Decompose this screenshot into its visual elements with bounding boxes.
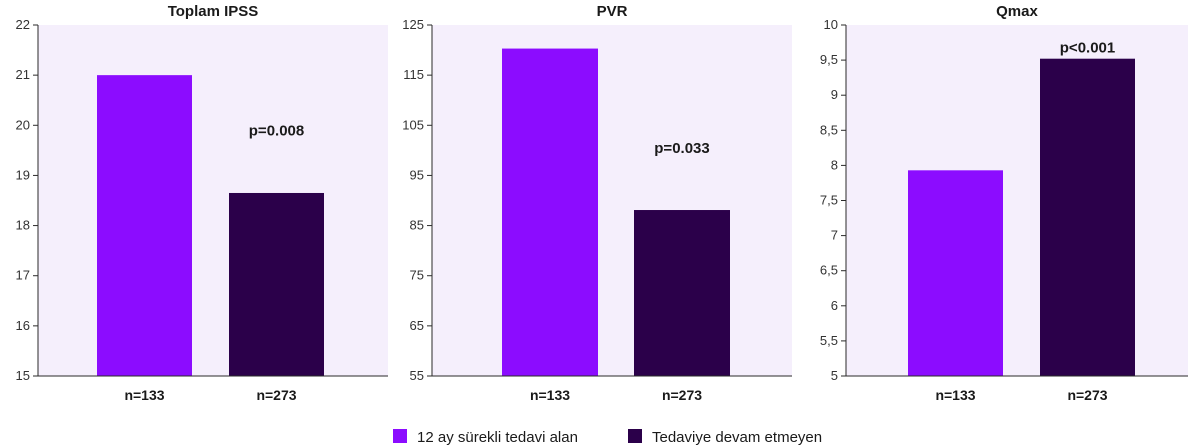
panel-3: 5 5,5 6 6,5 7 7,5 8 8,5 9 9,5 10 n=133 n=273 Qmax p<0.… (820, 3, 1188, 403)
plot-area (432, 25, 792, 376)
plot-area (846, 25, 1188, 376)
y-tick-label: 7,5 (820, 193, 838, 208)
y-tick-label: 6 (831, 298, 838, 313)
x-category-label: n=273 (1067, 387, 1107, 403)
y-tick-label: 8,5 (820, 122, 838, 137)
p-value-annotation: p=0.033 (654, 140, 709, 157)
y-tick-label: 125 (402, 17, 424, 32)
y-tick-label: 65 (410, 318, 424, 333)
legend-swatch-series-a (393, 429, 407, 443)
chart-panels: 15 16 17 18 19 20 21 22 n=133 n=273 Toplam IPSS p=0… (16, 3, 1188, 403)
y-tick-label: 95 (410, 167, 424, 182)
legend-swatch-series-b (628, 429, 642, 443)
p-value-annotation: p<0.001 (1060, 39, 1115, 56)
y-tick-label: 115 (403, 67, 424, 82)
y-tick-label: 5 (831, 368, 838, 383)
y-tick-label: 20 (16, 117, 30, 132)
y-tick-label: 6,5 (820, 263, 838, 278)
bar-series-b (229, 192, 324, 376)
y-tick-label: 21 (16, 67, 30, 82)
plot-area (38, 25, 388, 376)
x-category-label: n=273 (662, 387, 702, 403)
y-tick-label: 8 (831, 157, 838, 172)
panel-title: Toplam IPSS (168, 3, 259, 20)
y-tick-label: 5,5 (820, 333, 838, 348)
y-tick-label: 17 (16, 268, 30, 283)
y-tick-label: 10 (824, 17, 838, 32)
y-tick-label: 19 (16, 167, 30, 182)
y-tick-label: 7 (831, 228, 838, 243)
y-tick-label: 105 (402, 117, 424, 132)
legend-label-series-b: Tedaviye devam etmeyen (652, 429, 822, 446)
y-tick-label: 15 (16, 368, 30, 383)
legend-label-series-a: 12 ay sürekli tedavi alan (417, 429, 578, 446)
x-category-label: n=133 (530, 387, 570, 403)
y-tick-label: 55 (410, 368, 424, 383)
panel-title: PVR (597, 3, 628, 20)
bar-series-b (634, 210, 730, 376)
y-tick-label: 75 (410, 268, 424, 283)
panel-title: Qmax (996, 3, 1038, 20)
p-value-annotation: p=0.008 (249, 122, 304, 139)
y-tick-label: 16 (16, 318, 30, 333)
y-tick-label: 9 (831, 87, 838, 102)
y-tick-label: 85 (410, 218, 424, 233)
bar-series-a (502, 48, 598, 377)
bar-series-b (1040, 58, 1135, 377)
y-tick-label: 18 (16, 218, 30, 233)
y-tick-label: 22 (16, 17, 30, 32)
panel-1: 15 16 17 18 19 20 21 22 n=133 n=273 Toplam IPSS p=0… (16, 3, 388, 403)
bar-series-a (908, 170, 1003, 376)
y-tick-label: 9,5 (820, 52, 838, 67)
panel-2: 55 65 75 85 95 105 115 125 n=133 n=273 PVR p=0.033 (402, 3, 792, 403)
x-category-label: n=273 (256, 387, 296, 403)
legend: 12 ay sürekli tedavi alan Tedaviye devam… (393, 429, 822, 446)
x-category-label: n=133 (935, 387, 975, 403)
bar-series-a (97, 75, 192, 377)
x-category-label: n=133 (124, 387, 164, 403)
